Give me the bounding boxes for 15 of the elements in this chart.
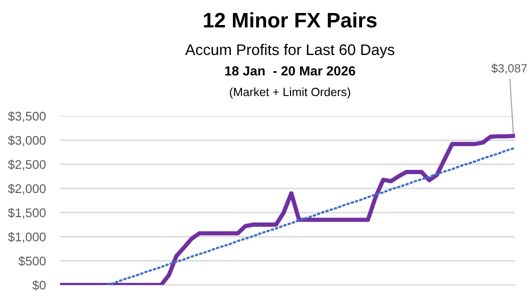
y-tick-label: $2,500 xyxy=(8,160,46,170)
y-tick-label: $0 xyxy=(32,280,46,290)
y-tick-label: $500 xyxy=(18,256,46,266)
data-label: $3,087 xyxy=(491,64,527,74)
text: (Market + Limit Orders) xyxy=(230,88,350,98)
chart-title: 12 Minor FX Pairs xyxy=(204,12,377,28)
line-series xyxy=(106,147,515,285)
y-tick-label: $2,000 xyxy=(8,184,46,195)
y-tick-label: $1,000 xyxy=(8,232,46,243)
y-tick-label: $1,500 xyxy=(8,208,46,219)
line-series xyxy=(60,134,515,285)
y-tick-label: $3,500 xyxy=(8,111,46,122)
y-tick-label: $3,000 xyxy=(8,135,46,146)
text: 18 Jan - 20 Mar 2026 xyxy=(225,66,356,76)
chart-subtitle: Accum Profits for Last 60 Days xyxy=(185,44,394,58)
